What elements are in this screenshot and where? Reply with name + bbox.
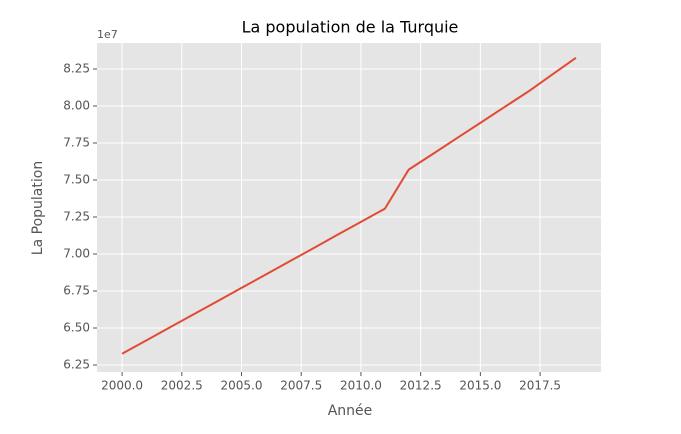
y-tick-label: 7.00 — [63, 247, 90, 261]
x-tick-label: 2005.0 — [221, 379, 263, 393]
x-tick-label: 2002.5 — [161, 379, 203, 393]
y-tick-label: 7.75 — [63, 136, 90, 150]
x-axis-label: Année — [328, 403, 373, 419]
x-tick-label: 2010.0 — [340, 379, 382, 393]
x-tick-label: 2015.0 — [459, 379, 501, 393]
y-tick-label: 8.00 — [63, 99, 90, 113]
y-tick-label: 6.25 — [63, 357, 90, 371]
y-axis-label: La Population — [30, 161, 46, 255]
y-tick-label: 7.50 — [63, 173, 90, 187]
x-tick-label: 2017.5 — [519, 379, 561, 393]
y-tick-label: 6.50 — [63, 321, 90, 335]
x-tick-label: 2012.5 — [400, 379, 442, 393]
chart-title: La population de la Turquie — [242, 18, 459, 37]
y-tick-label: 6.75 — [63, 284, 90, 298]
y-tick-label: 7.25 — [63, 210, 90, 224]
y-tick-label: 8.25 — [63, 62, 90, 76]
line — [121, 56, 577, 355]
x-tick-label: 2007.5 — [280, 379, 322, 393]
y-offset: 1e7 — [97, 28, 118, 41]
x-tick-label: 2000.0 — [101, 379, 143, 393]
